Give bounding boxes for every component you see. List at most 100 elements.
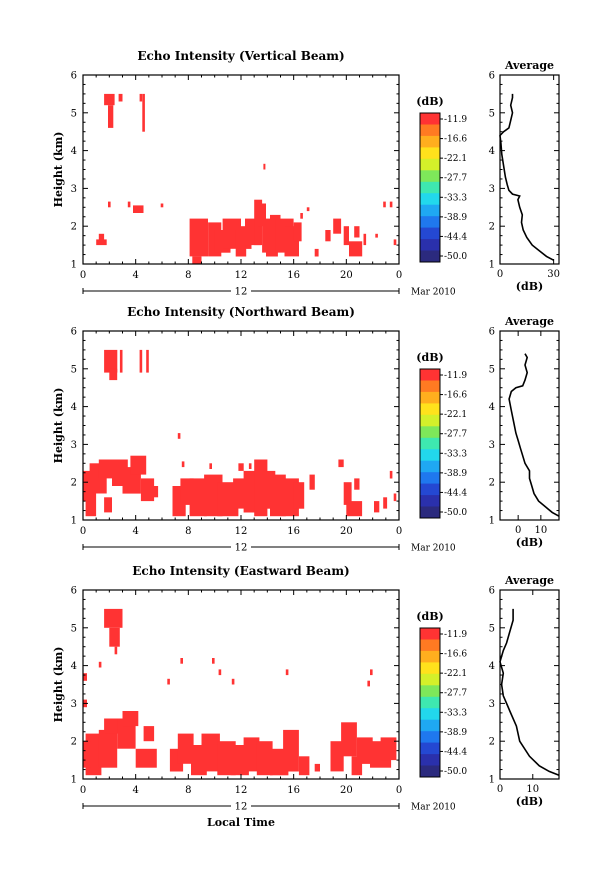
echo-cell: [104, 608, 123, 628]
date-label: Mar 2010: [411, 803, 456, 813]
echo-cell: [201, 733, 220, 772]
echo-cell: [238, 463, 244, 471]
average-x-tick-label: 0: [515, 525, 521, 536]
x-tick-label: 0: [396, 785, 402, 796]
echo-cell: [98, 661, 102, 668]
colorbar-swatch: [420, 227, 440, 240]
echo-cell: [314, 248, 319, 257]
echo-cell: [108, 201, 111, 208]
average-y-tick-label: 6: [489, 71, 495, 82]
echo-cell: [180, 658, 183, 664]
panel-title: Echo Intensity (Northward Beam): [127, 305, 355, 319]
echo-cell: [143, 726, 155, 742]
echo-cell: [243, 470, 257, 513]
echo-cell: [104, 93, 115, 106]
echo-cell: [167, 678, 170, 685]
colorbar-swatch: [420, 650, 440, 663]
echo-cell: [333, 218, 342, 234]
x-tick-label: 0: [80, 270, 86, 281]
echo-cell: [256, 741, 273, 776]
average-title: Average: [504, 315, 554, 328]
colorbar-swatch: [420, 628, 440, 640]
colorbar-level: -50.0: [444, 508, 467, 518]
x-tick-label: 4: [132, 270, 138, 281]
colorbar-swatch: [420, 403, 440, 416]
x-tick-label: 16: [287, 526, 300, 537]
y-axis-label: Height (km): [52, 388, 65, 464]
echo-cell: [177, 433, 181, 439]
y-axis-label: Height (km): [52, 132, 65, 208]
average-title: Average: [504, 574, 554, 587]
echo-cell: [341, 722, 357, 757]
echo-cell: [375, 233, 378, 238]
echo-cell: [258, 203, 266, 227]
x-tick-label: 16: [287, 785, 300, 796]
colorbar-swatch: [420, 437, 440, 450]
average-profile-line: [508, 353, 560, 517]
y-tick-label: 1: [71, 775, 77, 786]
y-tick-label: 3: [71, 699, 77, 710]
echo-cell: [177, 733, 194, 764]
colorbar-level: -33.3: [444, 193, 467, 203]
day-label: 12: [235, 287, 248, 298]
x-tick-label: 0: [80, 526, 86, 537]
average-y-tick-label: 3: [489, 184, 495, 195]
average-x-label: (dB): [516, 536, 543, 549]
echo-cell: [354, 226, 360, 238]
colorbar-frame: [419, 627, 441, 778]
average-y-tick-label: 2: [489, 478, 495, 489]
date-label-bg: [231, 800, 251, 810]
colorbar-unit: (dB): [416, 351, 443, 364]
echo-cell: [235, 230, 247, 257]
colorbar-swatch: [420, 495, 440, 507]
average-x-label: (dB): [516, 795, 543, 808]
x-tick-label: 8: [185, 785, 191, 796]
colorbar-swatch: [420, 719, 440, 732]
colorbar-level: -16.6: [444, 135, 467, 145]
colorbar-level: -11.9: [444, 371, 467, 381]
echo-cell: [266, 230, 278, 257]
colorbar-level: -22.1: [444, 410, 467, 420]
average-y-tick-label: 3: [489, 699, 495, 710]
echo-cell: [114, 646, 118, 655]
colorbar-level: -22.1: [444, 154, 467, 164]
colorbar-unit: (dB): [416, 95, 443, 108]
echo-cell: [109, 627, 120, 647]
panel-title: Echo Intensity (Vertical Beam): [137, 49, 344, 63]
echo-cells: [83, 608, 397, 776]
echo-cell: [383, 201, 386, 208]
echo-cell: [393, 493, 397, 502]
y-tick-label: 1: [71, 516, 77, 527]
echo-cell: [146, 349, 149, 373]
colorbar-swatch: [420, 170, 440, 183]
average-x-label: (dB): [516, 280, 543, 293]
average-y-tick-label: 2: [489, 737, 495, 748]
echo-cell: [370, 669, 373, 676]
echo-cell: [135, 748, 157, 768]
echo-cell: [122, 711, 139, 727]
echo-cell: [189, 478, 207, 517]
echo-cell: [293, 222, 302, 242]
echo-cell: [140, 478, 155, 502]
echo-cell: [306, 207, 310, 212]
echo-cell: [343, 482, 352, 505]
y-tick-label: 4: [71, 661, 77, 672]
x-tick-label: 12: [235, 785, 248, 796]
day-label: 12: [235, 543, 248, 554]
average-y-tick-label: 1: [489, 516, 495, 527]
echo-cell: [98, 459, 115, 479]
y-tick-label: 2: [71, 737, 77, 748]
date-label-bg: [231, 285, 251, 295]
echo-cell: [383, 497, 388, 509]
echo-cell: [263, 163, 266, 170]
x-tick-label: 8: [185, 270, 191, 281]
colorbar-frame: [419, 368, 441, 519]
y-tick-label: 2: [71, 222, 77, 233]
colorbar-swatch: [420, 506, 440, 519]
echo-cell: [139, 93, 143, 102]
echo-cell: [349, 241, 363, 257]
colorbar-swatch: [420, 391, 440, 404]
x-tick-label: 0: [396, 270, 402, 281]
y-tick-label: 6: [71, 71, 77, 82]
